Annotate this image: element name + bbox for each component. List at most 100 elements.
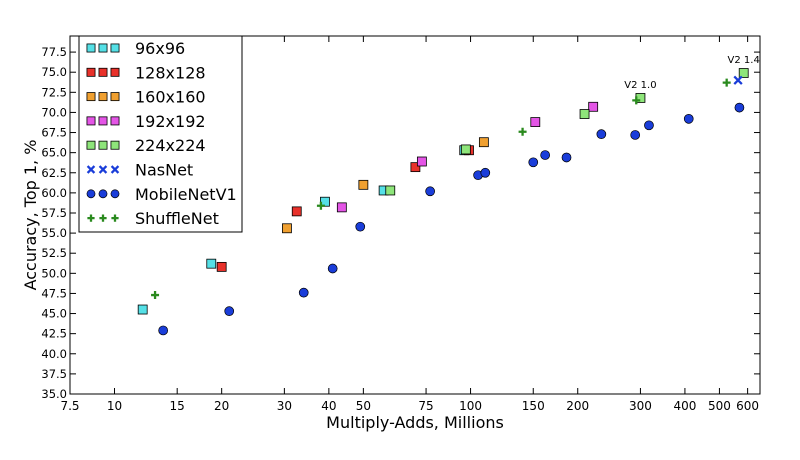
- legend-marker-nasnet: [86, 165, 96, 174]
- y-tick-label: 45.0: [41, 307, 67, 321]
- point-mobilenetv1: [224, 306, 235, 316]
- y-tick-label: 35.0: [41, 387, 67, 401]
- x-tick-label: 500: [708, 399, 731, 413]
- x-tick-label: 75: [418, 399, 433, 413]
- legend-marker-96x96: [110, 43, 120, 53]
- point-224x224: [460, 144, 471, 155]
- y-tick-label: 77.5: [41, 45, 67, 59]
- point-128x128: [291, 206, 302, 217]
- legend-marker-96x96: [98, 43, 108, 53]
- x-tick-label: 10: [107, 399, 122, 413]
- point-192x192: [416, 156, 427, 167]
- legend-marker-160x160: [98, 92, 108, 102]
- x-tick-label: 400: [673, 399, 696, 413]
- point-160x160: [478, 137, 489, 148]
- legend-label-224x224: 224x224: [135, 136, 206, 155]
- legend-marker-224x224: [86, 140, 96, 150]
- x-axis-label: Multiply-Adds, Millions: [326, 413, 504, 432]
- legend-marker-192x192: [110, 116, 120, 126]
- point-mobilenetv1: [630, 130, 641, 140]
- data-points: [137, 68, 749, 336]
- y-tick-label: 70.0: [41, 105, 67, 119]
- x-tick-label: 40: [321, 399, 336, 413]
- point-224x224: [738, 68, 749, 78]
- y-tick-label: 57.5: [41, 206, 67, 220]
- y-tick-label: 40.0: [41, 347, 67, 361]
- legend-marker-128x128: [110, 67, 120, 77]
- y-tick-label: 65.0: [41, 146, 67, 160]
- point-shufflenet: [151, 291, 160, 300]
- point-96x96: [206, 258, 217, 269]
- legend-marker-mobilenetv1: [98, 189, 108, 199]
- point-mobilenetv1: [596, 129, 607, 139]
- point-shufflenet: [722, 78, 731, 87]
- y-tick-label: 47.5: [41, 286, 67, 300]
- point-192x192: [530, 117, 541, 127]
- annotation-label: V2 1.0: [624, 80, 656, 91]
- point-shufflenet: [632, 96, 641, 105]
- x-tick-label: 15: [170, 399, 185, 413]
- legend-marker-192x192: [98, 116, 108, 126]
- point-128x128: [216, 261, 227, 272]
- point-mobilenetv1: [683, 114, 694, 124]
- y-tick-label: 60.0: [41, 186, 67, 200]
- legend-label-mobilenetv1: MobileNetV1: [135, 185, 237, 204]
- point-224x224: [579, 109, 590, 119]
- legend-marker-224x224: [110, 140, 120, 150]
- y-tick-label: 75.0: [41, 65, 67, 79]
- point-160x160: [358, 179, 369, 190]
- x-tick-label: 600: [736, 399, 759, 413]
- annotation-label: V2 1.4: [728, 55, 760, 66]
- point-160x160: [282, 223, 292, 234]
- point-224x224: [385, 185, 396, 196]
- legend-marker-shufflenet: [87, 214, 95, 222]
- x-tick-label: 200: [566, 399, 589, 413]
- point-mobilenetv1: [327, 263, 338, 274]
- y-axis-label: Accuracy, Top 1, %: [21, 140, 40, 291]
- point-192x192: [336, 202, 347, 213]
- legend-marker-shufflenet: [99, 214, 107, 222]
- legend-marker-shufflenet: [111, 214, 119, 222]
- point-96x96: [137, 304, 148, 315]
- point-mobilenetv1: [540, 150, 551, 160]
- legend-marker-mobilenetv1: [110, 189, 120, 199]
- x-tick-label: 30: [277, 399, 292, 413]
- legend-label-128x128: 128x128: [135, 63, 206, 82]
- annotations: V2 1.0 V2 1.4: [624, 55, 760, 91]
- legend-label-shufflenet: ShuffleNet: [135, 209, 219, 228]
- x-tick-label: 300: [629, 399, 652, 413]
- legend-marker-96x96: [86, 43, 96, 53]
- y-tick-label: 37.5: [41, 367, 67, 381]
- y-tick-label: 62.5: [41, 166, 67, 180]
- point-mobilenetv1: [561, 152, 572, 163]
- point-mobilenetv1: [480, 167, 491, 178]
- point-shufflenet: [316, 201, 325, 210]
- legend-marker-160x160: [86, 92, 96, 102]
- point-mobilenetv1: [158, 325, 169, 336]
- point-nasnet: [733, 75, 743, 85]
- legend-label-192x192: 192x192: [135, 112, 206, 131]
- y-axis: 35.0 37.5 40.0 42.5 45.0 47.5 50.0 52.5 55.0 57.5…: [41, 45, 760, 401]
- y-tick-label: 67.5: [41, 126, 67, 140]
- legend-marker-nasnet: [98, 165, 108, 174]
- point-96x96: [320, 196, 330, 207]
- y-tick-label: 52.5: [41, 246, 67, 260]
- point-mobilenetv1: [355, 221, 366, 232]
- y-tick-label: 72.5: [41, 85, 67, 99]
- legend-marker-224x224: [98, 140, 108, 150]
- point-mobilenetv1: [528, 157, 539, 168]
- point-192x192: [588, 101, 599, 112]
- x-tick-label: 150: [522, 399, 545, 413]
- x-tick-label: 20: [214, 399, 229, 413]
- legend-marker-nasnet: [110, 165, 120, 174]
- x-axis: 7.5 10 15 20 30 40 50 75 100 150 200 300 400 500 600: [60, 36, 759, 413]
- y-tick-label: 55.0: [41, 226, 67, 240]
- legend-label-nasnet: NasNet: [135, 161, 193, 180]
- point-mobilenetv1: [425, 186, 435, 197]
- legend-marker-mobilenetv1: [86, 189, 96, 199]
- x-tick-label: 100: [459, 399, 482, 413]
- point-mobilenetv1: [298, 287, 309, 298]
- legend: 96x96 128x128 160x160 192x192 224x224 NasNet M…: [78, 35, 243, 233]
- legend-label-160x160: 160x160: [135, 88, 206, 107]
